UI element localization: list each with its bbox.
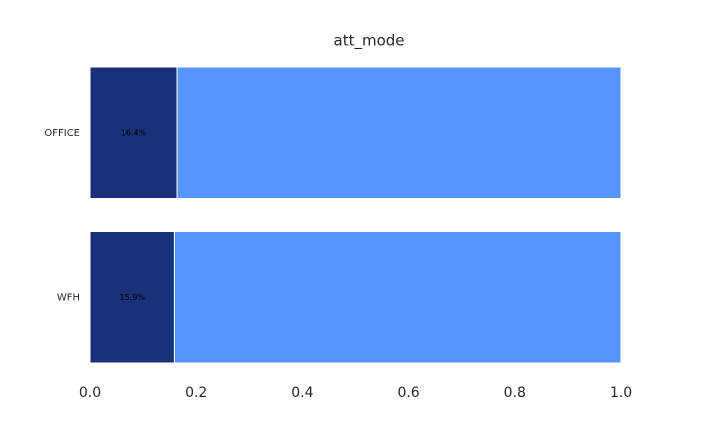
x-tick-label: 0.6 xyxy=(397,385,419,401)
y-tick-label: WFH xyxy=(57,292,80,303)
data-label: 16.4% xyxy=(121,128,147,137)
chart-title: att_mode xyxy=(334,32,405,51)
data-label: 15.9% xyxy=(120,293,146,302)
bar-segment xyxy=(89,66,178,199)
x-tick-label: 0.8 xyxy=(504,385,526,401)
y-tick-label: OFFICE xyxy=(44,128,80,139)
bar-segment xyxy=(176,66,622,199)
bar-segment xyxy=(173,231,622,364)
x-tick-label: 1.0 xyxy=(610,385,632,401)
x-tick-label: 0.2 xyxy=(185,385,207,401)
x-tick-label: 0.4 xyxy=(291,385,313,401)
x-tick-label: 0.0 xyxy=(79,385,101,401)
bar-segment xyxy=(89,231,175,364)
